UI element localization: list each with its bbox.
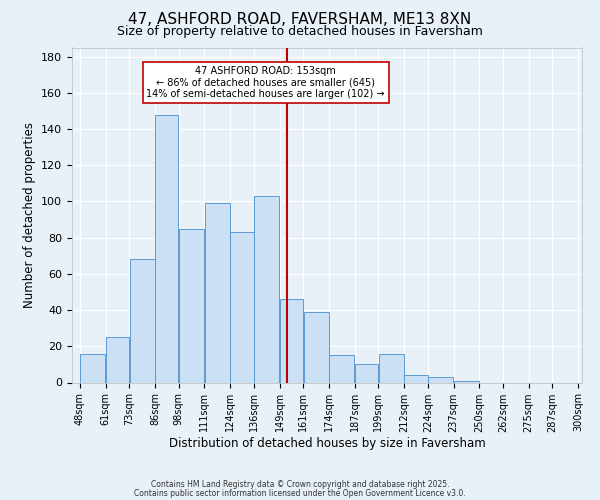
Bar (80, 354, 106, 382)
Bar (130, 260, 155, 382)
X-axis label: Distribution of detached houses by size in Faversham: Distribution of detached houses by size … (169, 438, 485, 450)
Text: Contains HM Land Registry data © Crown copyright and database right 2025.: Contains HM Land Registry data © Crown c… (151, 480, 449, 489)
Bar (428, 377, 453, 382)
Bar (379, 354, 404, 382)
Y-axis label: Number of detached properties: Number of detached properties (23, 122, 35, 308)
Text: Contains public sector information licensed under the Open Government Licence v3: Contains public sector information licen… (134, 488, 466, 498)
Bar (329, 356, 355, 382)
Bar (179, 228, 204, 382)
Bar (254, 196, 279, 382)
Text: 47, ASHFORD ROAD, FAVERSHAM, ME13 8XN: 47, ASHFORD ROAD, FAVERSHAM, ME13 8XN (128, 12, 472, 28)
Text: 47 ASHFORD ROAD: 153sqm
← 86% of detached houses are smaller (645)
14% of semi-d: 47 ASHFORD ROAD: 153sqm ← 86% of detache… (146, 66, 385, 99)
Bar (355, 364, 378, 382)
Bar (106, 337, 129, 382)
Bar (280, 299, 303, 382)
Bar (454, 380, 479, 382)
Text: Size of property relative to detached houses in Faversham: Size of property relative to detached ho… (117, 25, 483, 38)
Bar (304, 312, 329, 382)
Bar (155, 114, 178, 382)
Bar (404, 376, 428, 382)
Bar (205, 203, 230, 382)
Bar (230, 232, 254, 382)
